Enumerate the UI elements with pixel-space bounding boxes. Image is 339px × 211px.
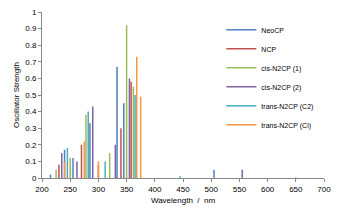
svg-text:250: 250 [64, 185, 78, 194]
svg-text:400: 400 [148, 185, 162, 194]
svg-text:0.3: 0.3 [25, 124, 37, 133]
svg-text:550: 550 [233, 185, 247, 194]
svg-text:0.1: 0.1 [25, 157, 37, 166]
svg-text:500: 500 [205, 185, 219, 194]
svg-text:350: 350 [120, 185, 134, 194]
svg-text:0.9: 0.9 [25, 24, 37, 33]
svg-text:0: 0 [32, 174, 37, 183]
svg-text:0.8: 0.8 [25, 41, 37, 50]
svg-text:1: 1 [32, 8, 37, 17]
svg-text:trans-N2CP (Ci): trans-N2CP (Ci) [261, 122, 311, 130]
svg-text:Oscillator Strength: Oscillator Strength [12, 62, 21, 128]
svg-text:trans-N2CP (C2): trans-N2CP (C2) [261, 103, 313, 111]
svg-text:NeoCP: NeoCP [261, 27, 284, 34]
svg-text:0.2: 0.2 [25, 141, 37, 150]
svg-text:200: 200 [35, 185, 49, 194]
svg-text:Wavelength / nm: Wavelength / nm [151, 196, 216, 205]
svg-text:0.5: 0.5 [25, 91, 37, 100]
svg-text:0.4: 0.4 [25, 107, 37, 116]
svg-text:600: 600 [261, 185, 275, 194]
svg-text:NCP: NCP [261, 46, 276, 53]
svg-text:300: 300 [92, 185, 106, 194]
svg-text:0.7: 0.7 [25, 58, 37, 67]
svg-text:0.6: 0.6 [25, 74, 37, 83]
svg-text:650: 650 [289, 185, 303, 194]
svg-text:450: 450 [176, 185, 190, 194]
svg-text:700: 700 [317, 185, 331, 194]
svg-text:cis-N2CP (2): cis-N2CP (2) [261, 84, 301, 92]
svg-text:cis-N2CP (1): cis-N2CP (1) [261, 65, 301, 73]
